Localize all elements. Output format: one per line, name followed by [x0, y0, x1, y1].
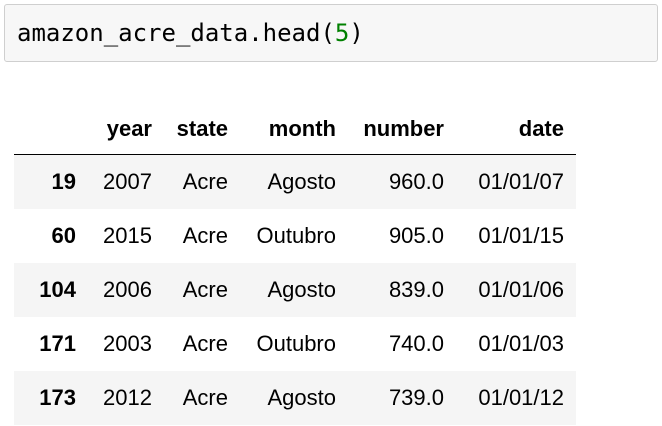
code-open-paren: ( — [320, 19, 335, 47]
cell-state: Acre — [182, 276, 228, 302]
code-close-paren: ) — [349, 19, 364, 47]
cell-state: Acre — [182, 330, 228, 356]
cell-date: 01/01/12 — [478, 384, 564, 410]
column-header-state: state — [164, 103, 240, 155]
table-row: 171 2003 Acre Outubro 740.0 01/01/03 — [14, 317, 576, 371]
cell-state: Acre — [182, 384, 228, 410]
cell-year: 2015 — [103, 222, 152, 248]
cell-state: Acre — [182, 222, 228, 248]
cell-year: 2003 — [103, 330, 152, 356]
cell-number: 905.0 — [388, 222, 444, 248]
code-cell-input[interactable]: amazon_acre_data.head(5) — [4, 4, 658, 62]
header-row: year state month number date — [14, 103, 576, 155]
cell-date: 01/01/15 — [478, 222, 564, 248]
cell-year: 2012 — [103, 384, 152, 410]
cell-year: 2007 — [103, 168, 152, 194]
cell-state: Acre — [182, 168, 228, 194]
code-argument: 5 — [334, 19, 350, 47]
cell-number: 740.0 — [388, 330, 444, 356]
table-row: 19 2007 Acre Agosto 960.0 01/01/07 — [14, 154, 576, 209]
cell-date: 01/01/03 — [478, 330, 564, 356]
cell-month: Agosto — [267, 168, 337, 194]
cell-year: 2006 — [103, 276, 152, 302]
column-header-year: year — [88, 103, 164, 155]
dataframe-header: year state month number date — [14, 103, 576, 155]
row-index: 60 — [51, 222, 76, 248]
code-line: amazon_acre_data.head(5) — [17, 18, 364, 48]
cell-month: Agosto — [267, 276, 337, 302]
cell-month: Outubro — [256, 222, 337, 248]
index-header — [14, 103, 88, 155]
cell-month: Agosto — [267, 384, 337, 410]
row-index: 19 — [51, 168, 76, 194]
cell-number: 960.0 — [388, 168, 444, 194]
row-index: 171 — [39, 330, 76, 356]
column-header-number: number — [348, 103, 456, 155]
dataframe-body: 19 2007 Acre Agosto 960.0 01/01/07 60 20… — [14, 154, 576, 425]
column-header-month: month — [240, 103, 348, 155]
row-index: 104 — [39, 276, 76, 302]
column-header-date: date — [456, 103, 576, 155]
cell-date: 01/01/06 — [478, 276, 564, 302]
cell-month: Outubro — [256, 330, 337, 356]
row-index: 173 — [39, 384, 76, 410]
dataframe-table: year state month number date 19 2007 Acr… — [14, 103, 576, 425]
table-row: 60 2015 Acre Outubro 905.0 01/01/15 — [14, 209, 576, 263]
cell-number: 739.0 — [388, 384, 444, 410]
table-row: 104 2006 Acre Agosto 839.0 01/01/06 — [14, 262, 576, 317]
cell-date: 01/01/07 — [478, 168, 564, 194]
cell-number: 839.0 — [388, 276, 444, 302]
code-text: amazon_acre_data.head — [17, 19, 321, 47]
table-row: 173 2012 Acre Agosto 739.0 01/01/12 — [14, 370, 576, 425]
